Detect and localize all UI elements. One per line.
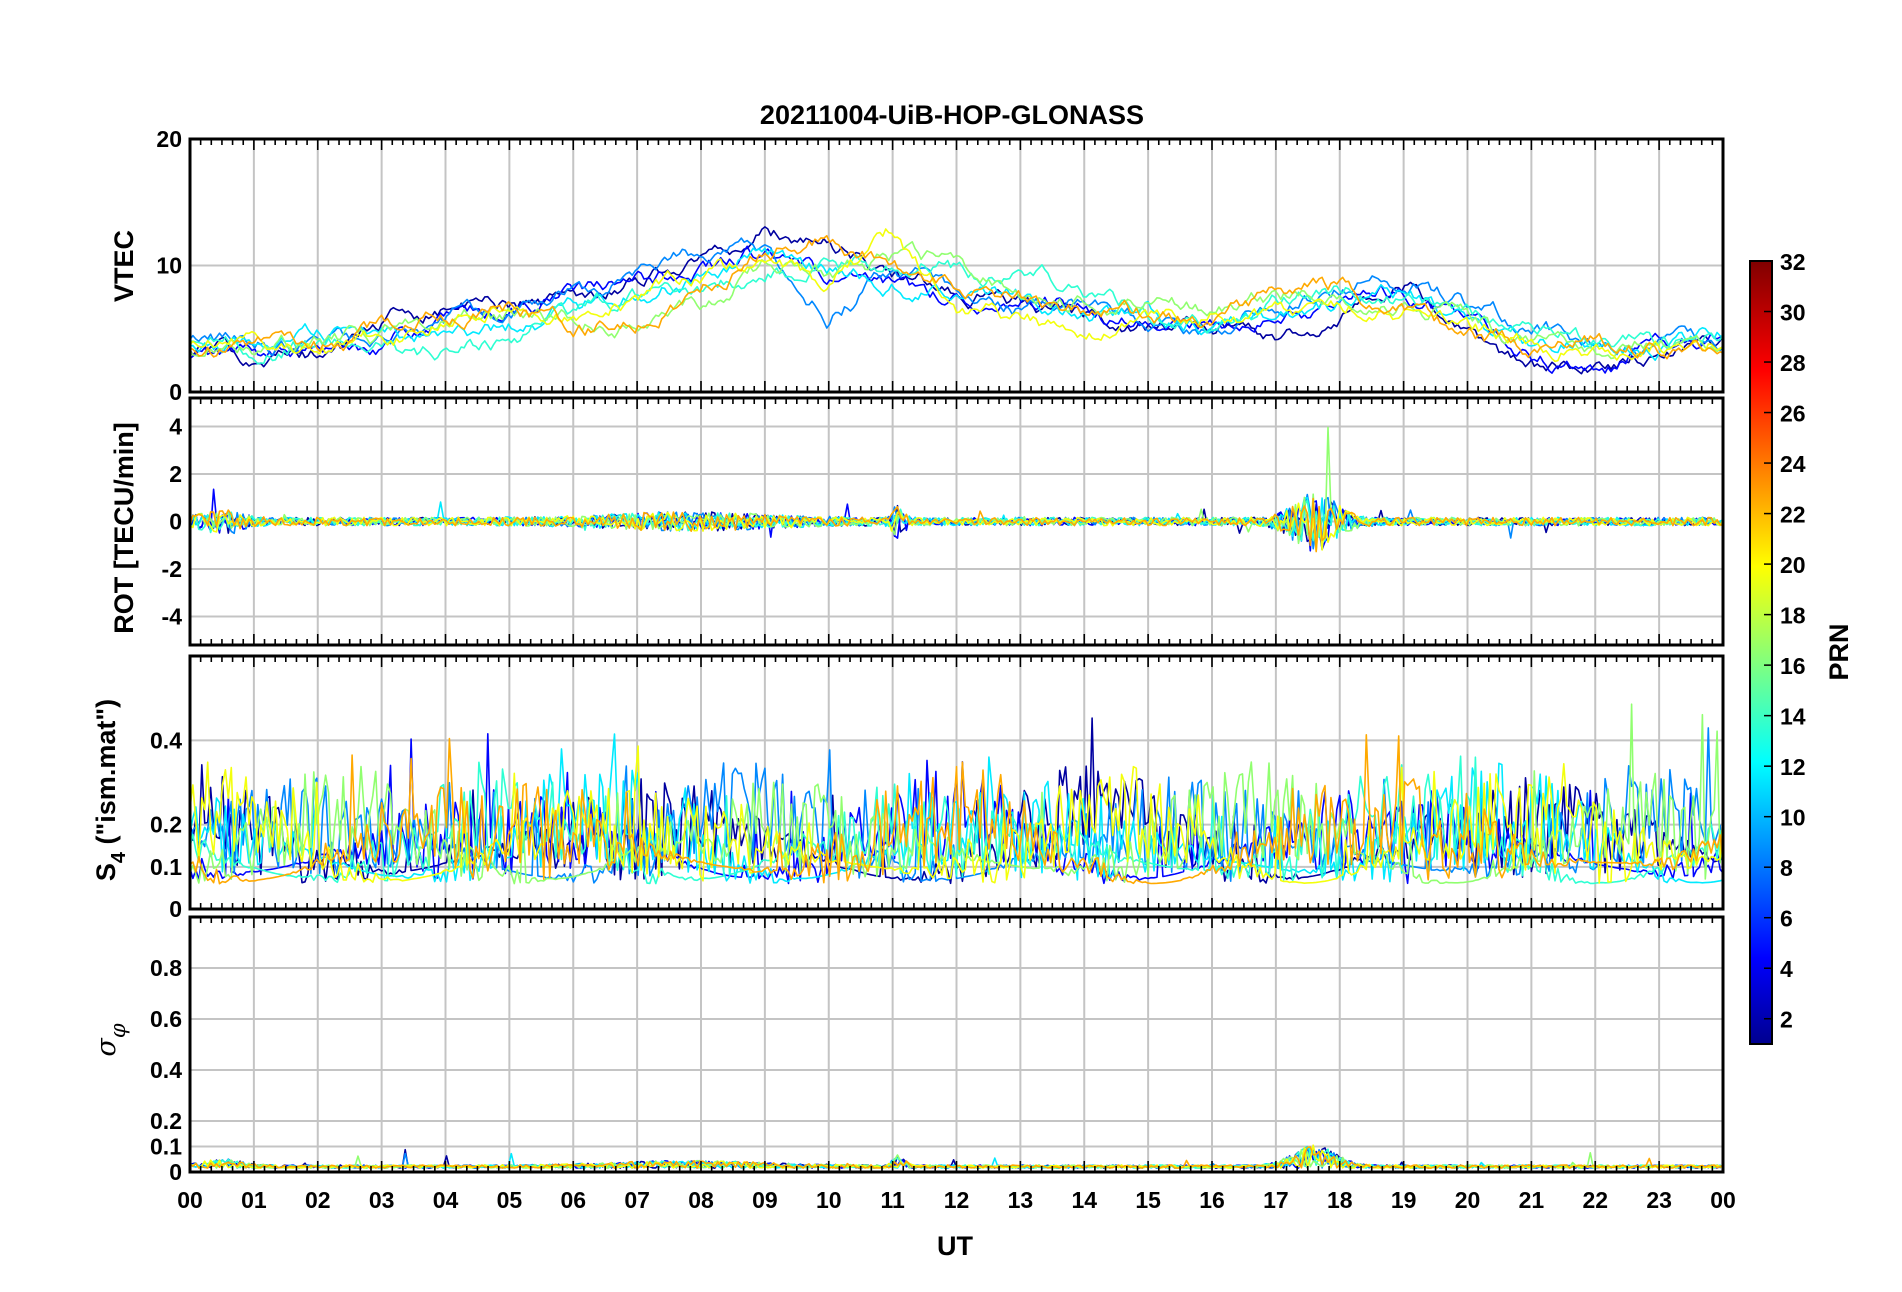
x-tick-label: 01 bbox=[241, 1187, 267, 1213]
colorbar-tick-label: 28 bbox=[1780, 350, 1806, 376]
s4-trace-prn-9 bbox=[189, 727, 1724, 884]
colorbar-tick-label: 10 bbox=[1780, 805, 1806, 831]
y-tick-label: 0 bbox=[169, 509, 182, 535]
vtec-axes-frame bbox=[188, 137, 1725, 394]
s4-traces bbox=[189, 703, 1724, 885]
x-tick-label: 22 bbox=[1582, 1187, 1608, 1213]
vtec-trace-prn-9 bbox=[189, 237, 1724, 357]
x-tick-label: 04 bbox=[433, 1187, 459, 1213]
x-tick-label: 18 bbox=[1327, 1187, 1353, 1213]
x-tick-label: 17 bbox=[1263, 1187, 1289, 1213]
colorbar-tick-label: 18 bbox=[1780, 603, 1806, 629]
s4-trace-prn-23 bbox=[189, 733, 1724, 885]
sigma-label-sub: φ bbox=[106, 1023, 130, 1038]
colorbar-tick-label: 4 bbox=[1780, 956, 1793, 982]
x-tick-label: 11 bbox=[880, 1187, 905, 1213]
chart-title: 20211004-UiB-HOP-GLONASS bbox=[760, 100, 1144, 130]
vtec-trace-prn-5 bbox=[189, 245, 1724, 374]
colorbar-tick-label: 12 bbox=[1780, 754, 1806, 780]
x-tick-label: 10 bbox=[816, 1187, 842, 1213]
rot-trace-prn-23 bbox=[189, 497, 1724, 553]
vtec-trace-prn-12 bbox=[189, 247, 1724, 362]
colorbar-tick-label: 2 bbox=[1780, 1007, 1793, 1033]
colorbar-tick-label: 8 bbox=[1780, 855, 1793, 881]
colorbar-tick-label: 16 bbox=[1780, 653, 1806, 679]
vtec-trace-prn-20 bbox=[189, 228, 1724, 363]
x-tick-label: 16 bbox=[1199, 1187, 1225, 1213]
vtec-trace-prn-23 bbox=[189, 235, 1724, 360]
vtec-panel: 0 10 20 bbox=[156, 126, 1725, 405]
rot-trace-prn-20 bbox=[189, 502, 1724, 552]
x-tick-label: 13 bbox=[1008, 1187, 1034, 1213]
rot-panel: -4 -2 0 2 4 bbox=[162, 396, 1725, 647]
colorbar-gradient bbox=[1749, 260, 1773, 1045]
x-tick-label: 05 bbox=[497, 1187, 523, 1213]
sigma-axes-frame bbox=[188, 915, 1725, 1174]
s4-label-main: S bbox=[91, 863, 121, 881]
x-tick-label: 20 bbox=[1455, 1187, 1481, 1213]
vtec-trace-prn-14 bbox=[189, 254, 1724, 365]
y-tick-label: 0.4 bbox=[150, 1057, 182, 1083]
y-tick-label: 0 bbox=[169, 896, 182, 922]
x-tick-label: 19 bbox=[1391, 1187, 1417, 1213]
y-tick-label: 10 bbox=[156, 253, 182, 279]
s4-panel: 0 0.1 0.2 0.4 bbox=[150, 654, 1725, 922]
y-tick-label: 0 bbox=[169, 379, 182, 405]
colorbar-tick-label: 14 bbox=[1780, 704, 1806, 730]
y-label-s4: S4 ("ism.mat") bbox=[91, 699, 130, 881]
x-tick-label: 23 bbox=[1646, 1187, 1672, 1213]
x-tick-label: 06 bbox=[560, 1187, 586, 1213]
x-tick-label: 14 bbox=[1071, 1187, 1097, 1213]
x-tick-label: 00 bbox=[177, 1187, 203, 1213]
sigma-phi-panel: 00.10.2 0.4 0.6 0.8 bbox=[150, 915, 1725, 1185]
x-tick-label: 15 bbox=[1135, 1187, 1161, 1213]
colorbar-tick-label: 20 bbox=[1780, 552, 1806, 578]
y-tick-label: 4 bbox=[169, 414, 182, 440]
x-tick-label: 09 bbox=[752, 1187, 778, 1213]
y-tick-label: -2 bbox=[162, 556, 182, 582]
colorbar-tick-label: 30 bbox=[1780, 300, 1806, 326]
y-tick-label: 2 bbox=[169, 461, 182, 487]
sigma-label-main: σ bbox=[91, 1037, 122, 1057]
y-tick-label: 0.1 bbox=[150, 1134, 182, 1160]
rot-traces bbox=[189, 426, 1724, 553]
colorbar-tick-label: 6 bbox=[1780, 906, 1793, 932]
x-tick-label: 07 bbox=[624, 1187, 650, 1213]
s4-label-rest: ("ism.mat") bbox=[91, 699, 121, 852]
x-tick-label: 08 bbox=[688, 1187, 714, 1213]
y-tick-label: 0.6 bbox=[150, 1006, 182, 1032]
x-tick-label: 00 bbox=[1710, 1187, 1736, 1213]
x-tick-labels: 00 01 02 03 04 05 06 07 08 09 10 11 12 13 14 15 16 17 18 19… bbox=[177, 1187, 1736, 1213]
s4-label-sub: 4 bbox=[108, 851, 130, 863]
colorbar-tick-label: 22 bbox=[1780, 502, 1806, 528]
colorbar-tick-label: 24 bbox=[1780, 451, 1806, 477]
x-tick-label: 03 bbox=[369, 1187, 395, 1213]
y-tick-label: 0.2 bbox=[150, 812, 182, 838]
x-axis-label: UT bbox=[937, 1231, 973, 1261]
colorbar-label: PRN bbox=[1824, 623, 1854, 680]
y-tick-label: 0.8 bbox=[150, 955, 182, 981]
s4-axes-frame bbox=[188, 654, 1725, 911]
y-label-sigma-phi: σφ bbox=[91, 1023, 130, 1056]
y-tick-label: 0.2 bbox=[150, 1108, 182, 1134]
vtec-traces bbox=[189, 226, 1724, 375]
y-tick-label: 0 bbox=[169, 1159, 182, 1185]
y-label-vtec: VTEC bbox=[109, 230, 139, 302]
s4-trace-prn-17 bbox=[189, 703, 1724, 885]
y-label-rot: ROT [TECU/min] bbox=[109, 422, 139, 633]
rot-axes-frame bbox=[188, 396, 1725, 647]
x-tick-label: 21 bbox=[1519, 1187, 1545, 1213]
colorbar-tick-label: 32 bbox=[1780, 249, 1806, 275]
y-tick-label: 0.4 bbox=[150, 727, 182, 753]
y-tick-label: -4 bbox=[162, 604, 183, 630]
y-tick-label: 0.1 bbox=[150, 854, 182, 880]
y-tick-label: 20 bbox=[156, 126, 182, 152]
x-tick-label: 12 bbox=[944, 1187, 970, 1213]
x-tick-label: 02 bbox=[305, 1187, 331, 1213]
colorbar-tick-label: 26 bbox=[1780, 401, 1806, 427]
